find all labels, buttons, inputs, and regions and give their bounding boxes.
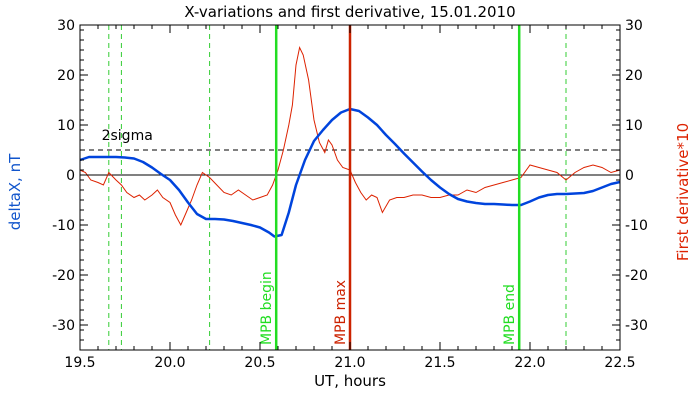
y-tick-label-left: 20 (57, 68, 75, 84)
y-tick-label-left: -20 (52, 268, 75, 284)
y-tick-label-right: 0 (625, 168, 634, 184)
sigma-label: 2sigma (102, 128, 153, 144)
y-tick-label-right: 10 (625, 118, 643, 134)
y-axis-title-right: First derivative*10 (674, 123, 692, 261)
x-tick-label: 22.5 (604, 355, 635, 371)
marker-label: MPB begin (259, 271, 275, 345)
axis-ticks: 19.5 20.0 20.5 21.0 21.5 22.0 22.5 -30 -30 -20 -20… (52, 18, 648, 371)
x-tick-label: 21.0 (334, 355, 365, 371)
deltax-series-line (79, 107, 621, 238)
chart-title: X-variations and first derivative, 15.01… (184, 3, 515, 21)
x-tick-label: 22.0 (514, 355, 545, 371)
derivative-series-line (79, 45, 621, 227)
y-tick-label-left: -10 (52, 218, 75, 234)
y-tick-label-left: 30 (57, 18, 75, 34)
marker-label: MPB max (333, 280, 349, 345)
y-tick-label-right: -30 (625, 318, 648, 334)
x-tick-label: 19.5 (64, 355, 95, 371)
plot-marks: 2sigma MPB begin MPB max MPB end (79, 25, 621, 350)
x-tick-label: 20.5 (244, 355, 275, 371)
x-tick-label: 21.5 (424, 355, 455, 371)
y-tick-label-right: 30 (625, 18, 643, 34)
y-tick-label-left: -30 (52, 318, 75, 334)
y-tick-label-right: -20 (625, 268, 648, 284)
x-tick-label: 20.0 (154, 355, 185, 371)
y-axis-title-left: deltaX, nT (6, 153, 24, 230)
y-tick-label-right: -10 (625, 218, 648, 234)
y-tick-label-left: 0 (66, 168, 75, 184)
y-tick-label-right: 20 (625, 68, 643, 84)
y-tick-label-left: 10 (57, 118, 75, 134)
marker-label: MPB end (502, 284, 518, 345)
x-axis-title: UT, hours (314, 372, 386, 390)
